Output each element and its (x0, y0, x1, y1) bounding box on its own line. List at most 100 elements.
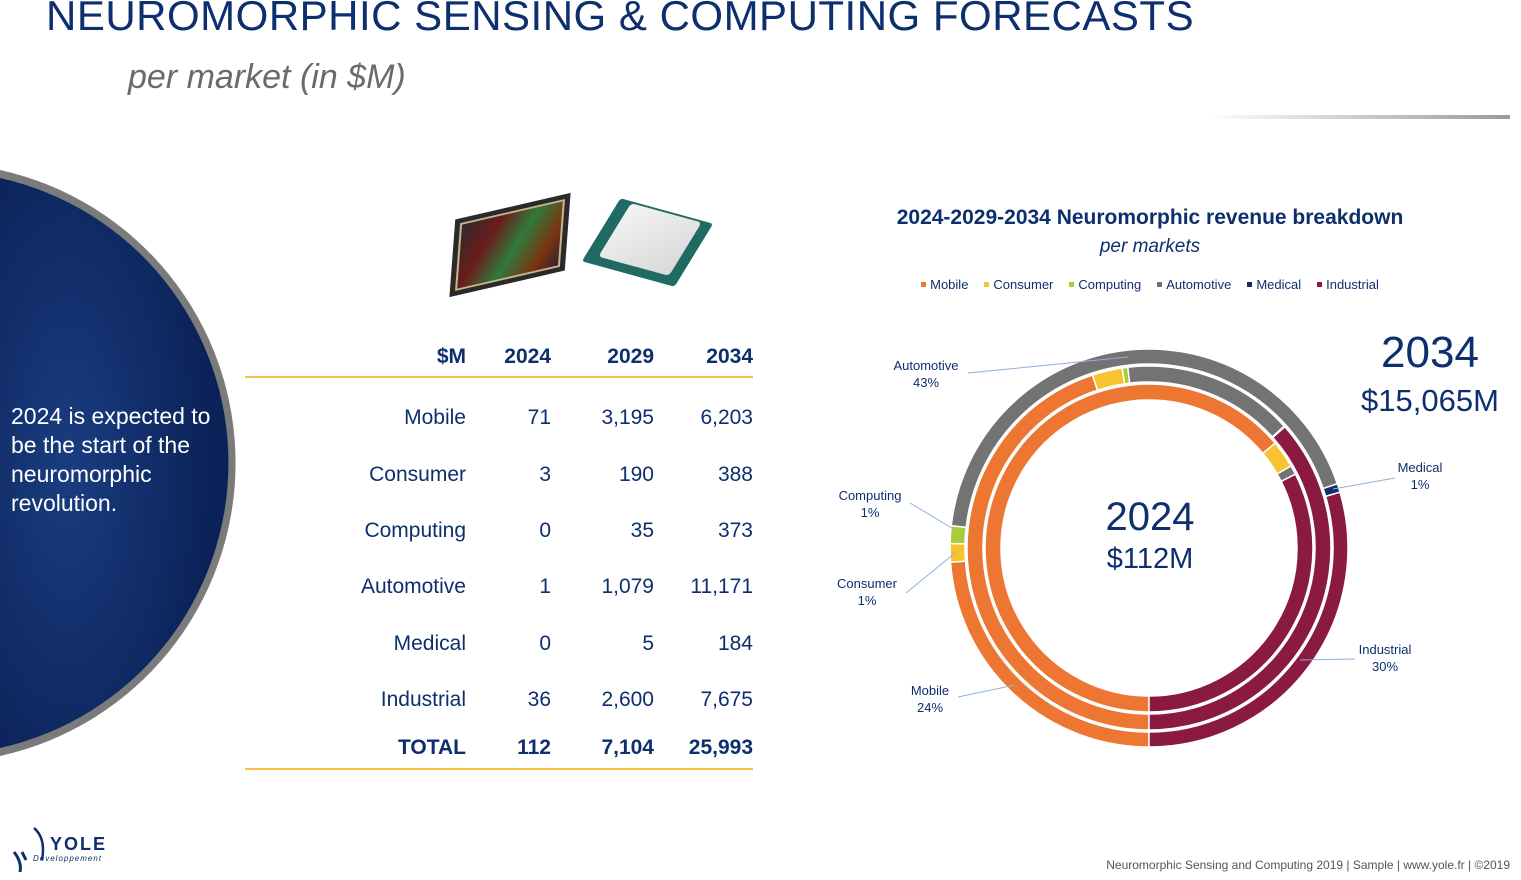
annotation-pct: 1% (857, 593, 877, 608)
legend-swatch (1247, 282, 1253, 287)
annotation-pct: 24% (916, 700, 944, 715)
callout-circle (0, 170, 236, 756)
table-header-row: $M 2024 2029 2034 (245, 338, 753, 378)
legend-item-medical: Medical (1247, 277, 1301, 292)
arc-2034-industrial (1148, 491, 1349, 748)
legend-swatch (921, 282, 927, 287)
doughnut-chart (905, 348, 1396, 748)
arc-2024-industrial (1148, 473, 1314, 713)
cell-2034: 6,203 (700, 406, 753, 430)
chart-legend: Mobile Consumer Computing Automotive Medical… (830, 277, 1470, 292)
yole-logo: YOLE Développement (12, 827, 107, 873)
cell-2024: 0 (539, 631, 551, 655)
annotation-computing: Computing 1% (825, 487, 915, 521)
leader-line-industrial (1299, 658, 1356, 661)
cell-2029: 190 (618, 462, 654, 486)
annotation-name: Mobile (910, 683, 950, 698)
page-subtitle: per market (in $M) (128, 58, 406, 96)
legend-label: Industrial (1326, 277, 1379, 292)
cell-2024: 0 (539, 518, 551, 542)
forecast-table: $M 2024 2029 2034 Mobile 71 3,195 6,203 Cons… (245, 338, 753, 771)
header-2029: 2029 (551, 338, 654, 378)
annotation-pct: 30% (1371, 659, 1399, 674)
total-2034: 25,993 (654, 728, 753, 771)
cell-2034: 7,675 (700, 688, 753, 712)
cell-2034: 373 (717, 518, 753, 542)
table-row: Automotive 1 1,079 11,171 (245, 559, 753, 615)
cell-2024: 36 (527, 688, 551, 712)
legend-label: Computing (1078, 277, 1142, 292)
callout-circle-fill (0, 178, 229, 748)
legend-swatch (1317, 282, 1323, 287)
cell-2024: 71 (527, 406, 551, 430)
cell-2029: 5 (642, 631, 654, 655)
row-label: Consumer (369, 462, 466, 486)
decorative-gradient-line (1205, 115, 1510, 119)
center-value: $112M (1106, 543, 1194, 575)
annotation-pct: 1% (1410, 477, 1430, 492)
svg-text:Développement: Développement (33, 854, 102, 863)
footer-text: Neuromorphic Sensing and Computing 2019 … (1106, 858, 1510, 872)
annotation-medical: Medical 1% (1375, 459, 1465, 493)
leader-line-computing (909, 502, 956, 531)
annotation-pct: 43% (912, 375, 940, 390)
total-label: TOTAL (245, 728, 466, 771)
cell-2029: 2,600 (601, 688, 654, 712)
legend-swatch (1157, 282, 1163, 287)
legend-label: Consumer (993, 277, 1054, 292)
annotation-name: Automotive (893, 358, 959, 373)
cell-2029: 3,195 (601, 406, 654, 430)
cell-2034: 184 (717, 631, 753, 655)
image-sensor-picture (449, 192, 571, 298)
annotation-name: Medical (1397, 460, 1443, 475)
total-2024: 112 (466, 728, 551, 771)
legend-item-automotive: Automotive (1157, 277, 1231, 292)
table-total-row: TOTAL 112 7,104 25,993 (245, 728, 753, 771)
legend-label: Mobile (930, 277, 969, 292)
table-row: Industrial 36 2,600 7,675 (245, 672, 753, 728)
annotation-name: Industrial (1358, 642, 1412, 657)
chart-subtitle: per markets (1099, 236, 1201, 257)
legend-item-consumer: Consumer (984, 277, 1053, 292)
arc-2029-industrial (1148, 425, 1332, 731)
header-2024: 2024 (466, 338, 551, 378)
leader-line-medical (1332, 477, 1396, 490)
cell-2034: 11,171 (690, 575, 753, 599)
legend-swatch (984, 282, 990, 287)
header-2034: 2034 (654, 338, 753, 378)
cell-2024: 3 (539, 462, 551, 486)
callout-text: 2024 is expected to be the start of the … (11, 403, 211, 516)
table-row: Computing 0 35 373 (245, 503, 753, 559)
header-unit: $M (245, 338, 466, 378)
legend-item-mobile: Mobile (921, 277, 968, 292)
legend-label: Medical (1256, 277, 1302, 292)
arc-2034-consumer (949, 542, 967, 564)
corner-year: 2034 (1381, 328, 1479, 377)
annotation-industrial: Industrial 30% (1340, 641, 1430, 675)
corner-value: $15,065M (1361, 383, 1499, 418)
legend-item-computing: Computing (1069, 277, 1141, 292)
table-row: Consumer 3 190 388 (245, 446, 753, 502)
cell-2029: 35 (630, 518, 654, 542)
total-2029: 7,104 (551, 728, 654, 771)
leader-line-consumer (905, 552, 956, 594)
center-year: 2024 (1105, 495, 1195, 539)
cell-2024: 1 (539, 575, 551, 599)
annotation-consumer: Consumer 1% (822, 575, 912, 609)
annotation-mobile: Mobile 24% (885, 682, 975, 716)
chart-title: 2024-2029-2034 Neuromorphic revenue brea… (896, 206, 1404, 229)
svg-text:YOLE: YOLE (50, 834, 107, 854)
row-label: Medical (393, 631, 466, 655)
table-row: Mobile 71 3,195 6,203 (245, 377, 753, 446)
annotation-automotive: Automotive 43% (880, 357, 972, 391)
annotation-pct: 1% (860, 505, 880, 520)
row-label: Mobile (404, 406, 466, 430)
table-row: Medical 0 5 184 (245, 616, 753, 672)
leader-line-mobile (957, 684, 1016, 698)
legend-item-industrial: Industrial (1317, 277, 1379, 292)
annotation-name: Consumer (837, 576, 897, 591)
leader-line-automotive (967, 356, 1129, 374)
cell-2029: 1,079 (601, 575, 654, 599)
row-label: Computing (364, 518, 466, 542)
legend-swatch (1069, 282, 1075, 287)
